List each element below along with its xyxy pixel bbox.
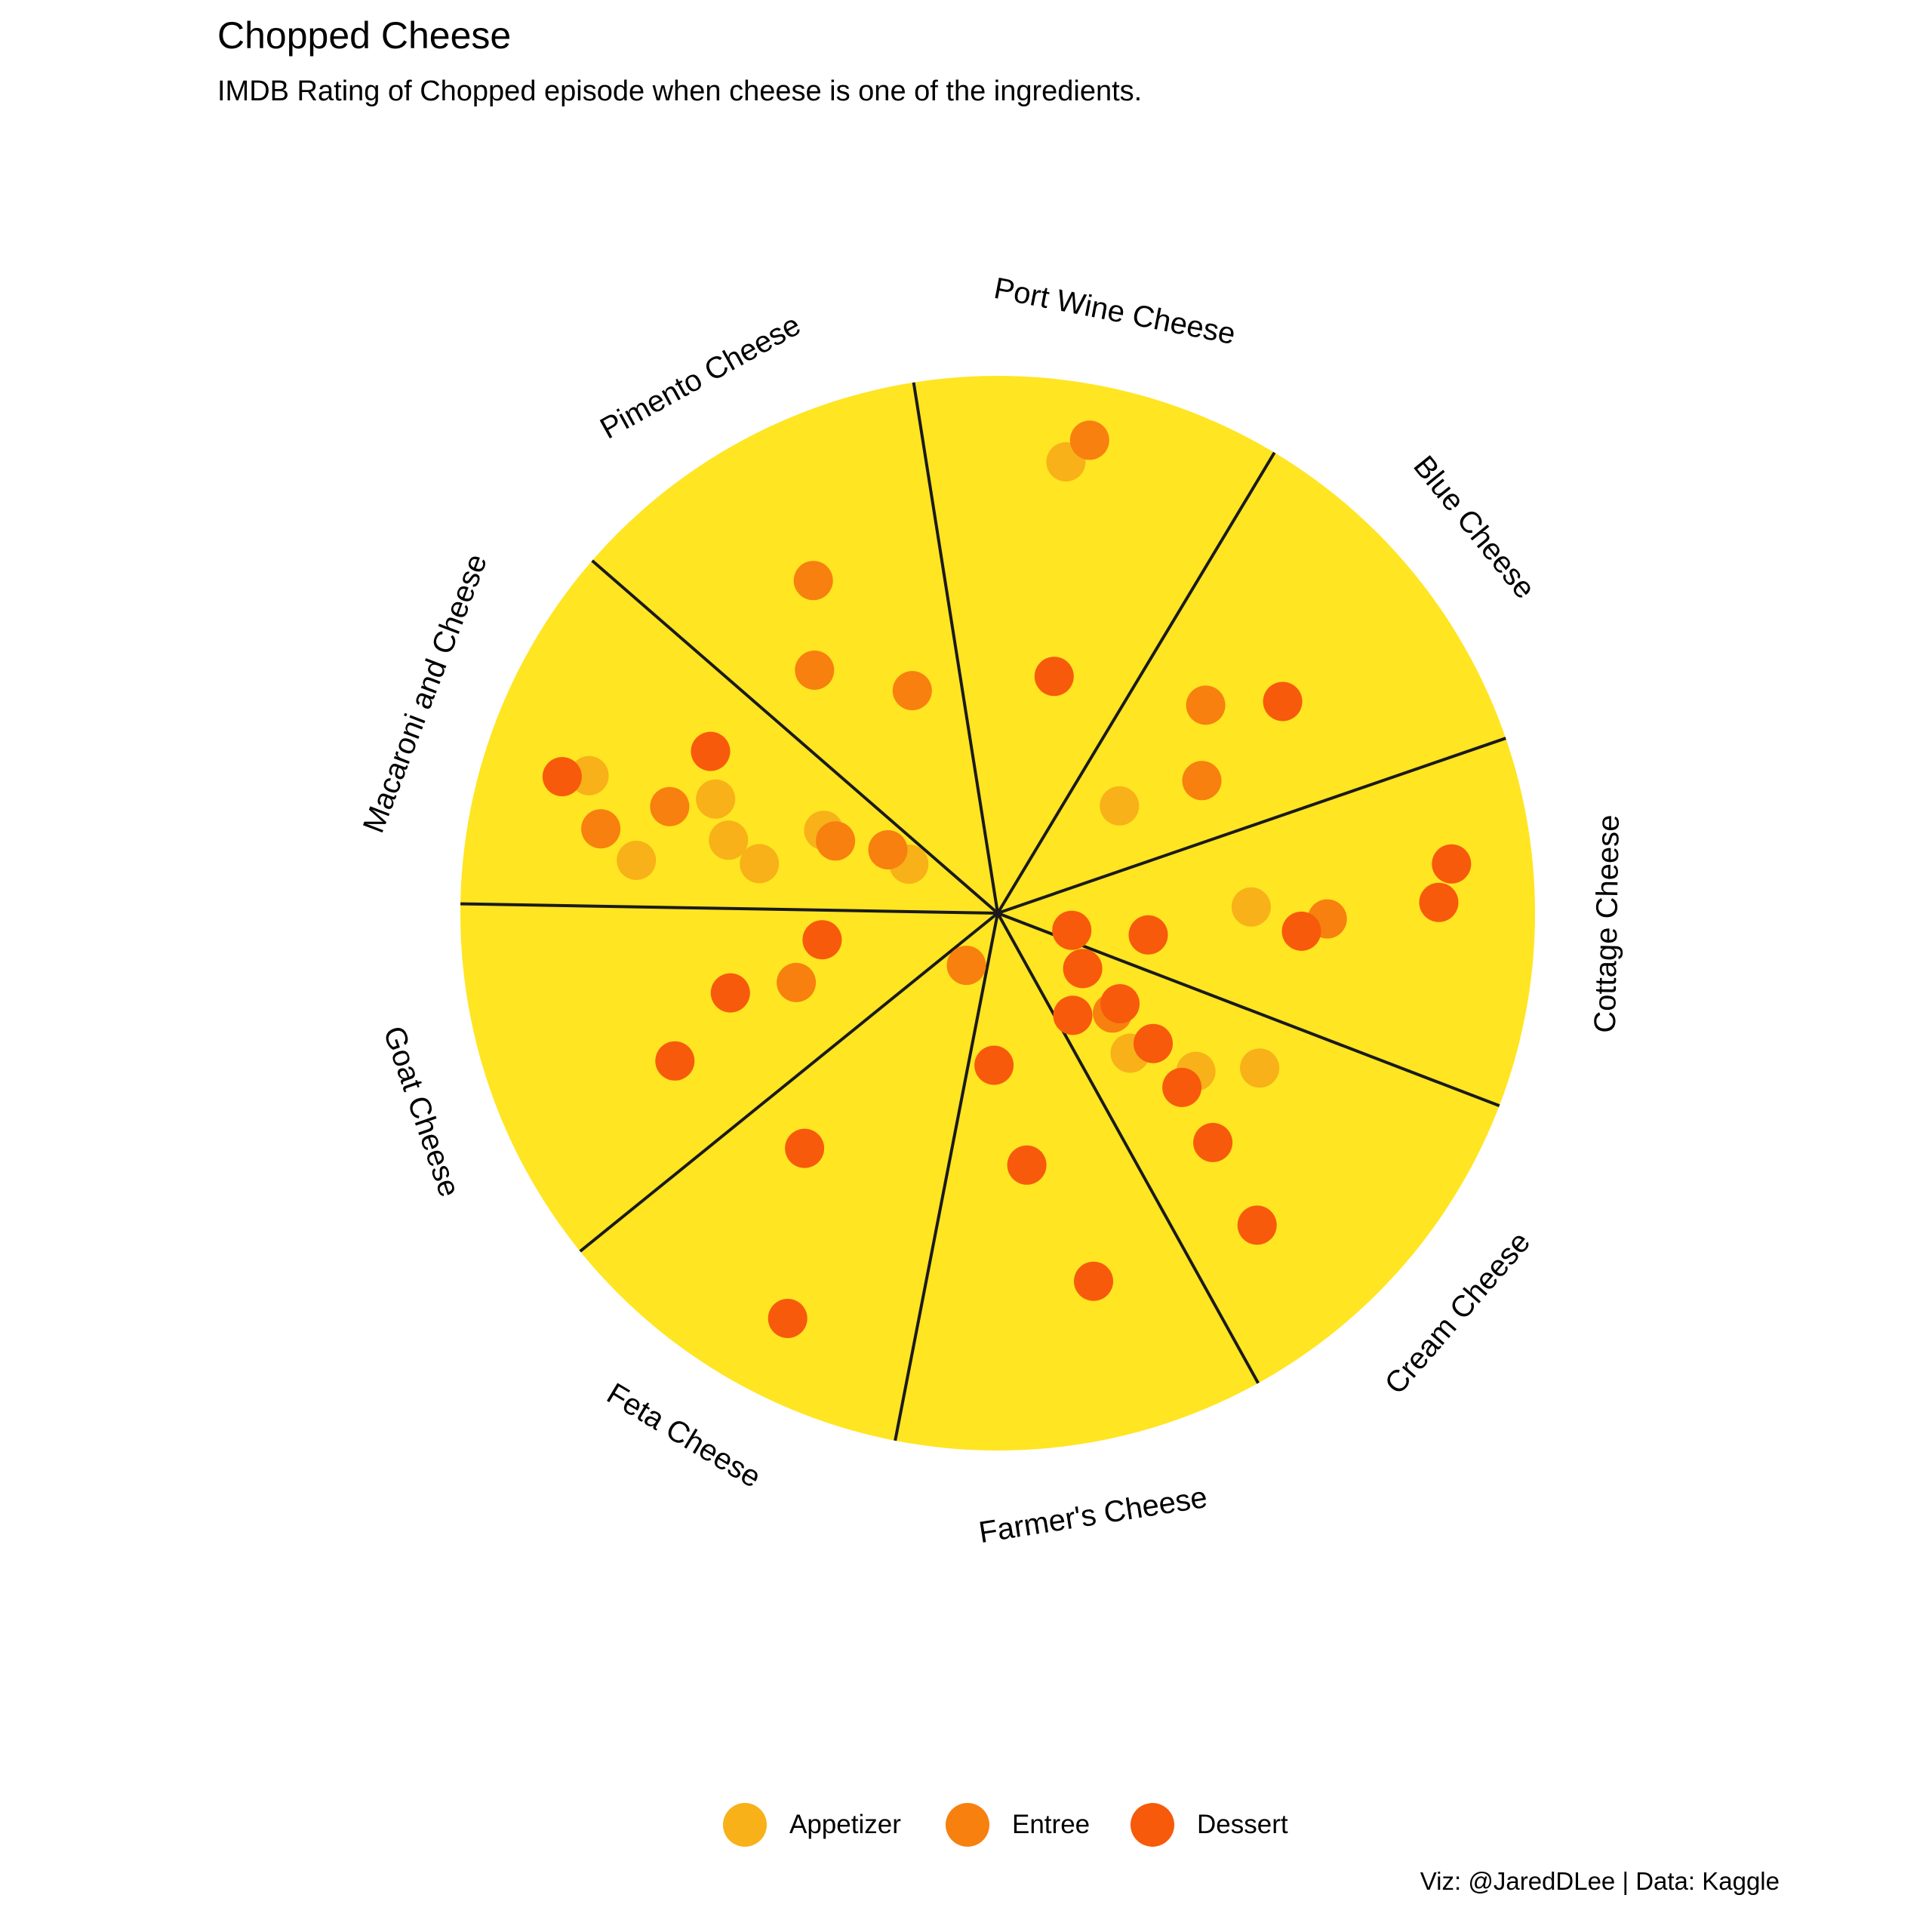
point-dessert-farmer-s-cheese [974, 1045, 1014, 1085]
point-dessert-cream-cheese [1162, 1067, 1202, 1107]
sector-divider [894, 912, 999, 1441]
sector-divider [579, 912, 999, 1253]
legend-item-entree: Entree [946, 1787, 1090, 1863]
legend-swatch-dessert [1131, 1803, 1174, 1847]
sector-divider [996, 451, 1276, 915]
point-dessert-feta-cheese [785, 1128, 825, 1168]
category-label-port-wine-cheese: Port Wine Cheese [992, 272, 1238, 351]
sector-divider [591, 559, 999, 915]
legend-label-dessert: Dessert [1197, 1810, 1288, 1839]
point-dessert-cream-cheese [1100, 984, 1140, 1023]
point-dessert-macaroni-and-cheese [691, 731, 731, 771]
point-appetizer-cream-cheese [1240, 1048, 1280, 1088]
legend-item-appetizer: Appetizer [723, 1787, 901, 1863]
point-dessert-cream-cheese [1053, 995, 1093, 1035]
category-label-cottage-cheese: Cottage Cheese [1589, 814, 1626, 1033]
point-entree-macaroni-and-cheese [650, 786, 690, 826]
point-appetizer-blue-cheese [1100, 786, 1140, 826]
chart-title: Chopped Cheese [217, 14, 512, 57]
legend: Appetizer Entree Dessert [0, 1787, 1932, 1863]
sector-divider [996, 912, 1260, 1384]
point-dessert-feta-cheese [768, 1299, 808, 1338]
sector-divider [997, 737, 1506, 915]
legend-swatch-appetizer [723, 1803, 767, 1847]
point-dessert-cottage-cheese [1419, 882, 1459, 922]
point-entree-pimento-cheese [892, 671, 932, 711]
point-appetizer-cottage-cheese [1231, 887, 1271, 927]
point-entree-macaroni-and-cheese [816, 821, 856, 861]
category-label-feta-cheese: Feta Cheese [601, 1377, 767, 1494]
category-label-blue-cheese: Blue Cheese [1407, 450, 1541, 605]
chart-subtitle: IMDB Rating of Chopped episode when chee… [217, 75, 1143, 107]
point-dessert-cottage-cheese [1281, 911, 1321, 951]
point-dessert-cream-cheese [1134, 1023, 1173, 1063]
point-dessert-cream-cheese [1063, 949, 1103, 989]
point-appetizer-macaroni-and-cheese [617, 841, 657, 880]
point-entree-blue-cheese [1186, 685, 1226, 725]
point-dessert-cottage-cheese [1052, 910, 1092, 950]
chart-caption: Viz: @JaredDLee | Data: Kaggle [1420, 1867, 1780, 1895]
legend-item-dessert: Dessert [1131, 1787, 1288, 1863]
legend-swatch-entree [946, 1803, 989, 1847]
point-appetizer-macaroni-and-cheese [740, 844, 780, 884]
point-dessert-cottage-cheese [1128, 915, 1168, 955]
point-entree-pimento-cheese [793, 561, 833, 601]
point-dessert-goat-cheese [655, 1041, 695, 1081]
point-dessert-cottage-cheese [1432, 844, 1472, 884]
point-entree-pimento-cheese [795, 651, 835, 690]
point-entree-goat-cheese [777, 962, 817, 1002]
point-dessert-goat-cheese [802, 920, 842, 960]
point-dessert-cream-cheese [1237, 1205, 1277, 1245]
sector-divider [912, 382, 999, 914]
category-label-macaroni-and-cheese: Macaroni and Cheese [357, 549, 494, 837]
category-label-goat-cheese: Goat Cheese [377, 1022, 466, 1201]
legend-label-entree: Entree [1012, 1810, 1091, 1839]
point-dessert-port-wine-cheese [1034, 657, 1074, 697]
point-dessert-farmer-s-cheese [1007, 1145, 1047, 1185]
point-dessert-macaroni-and-cheese [542, 757, 582, 797]
category-label-farmer-s-cheese: Farmer's Cheese [977, 1481, 1210, 1549]
point-appetizer-macaroni-and-cheese [696, 779, 736, 819]
point-entree-blue-cheese [1182, 761, 1222, 801]
legend-label-appetizer: Appetizer [789, 1810, 901, 1839]
point-entree-port-wine-cheese [1069, 420, 1109, 460]
point-dessert-goat-cheese [710, 973, 750, 1013]
point-appetizer-macaroni-and-cheese [709, 820, 749, 860]
point-dessert-farmer-s-cheese [1074, 1261, 1113, 1301]
point-entree-macaroni-and-cheese [581, 809, 621, 849]
point-dessert-blue-cheese [1263, 681, 1303, 721]
point-dessert-cream-cheese [1193, 1122, 1233, 1162]
sector-divider [460, 902, 998, 915]
point-entree-macaroni-and-cheese [868, 830, 908, 869]
point-entree-feta-cheese [946, 946, 986, 986]
